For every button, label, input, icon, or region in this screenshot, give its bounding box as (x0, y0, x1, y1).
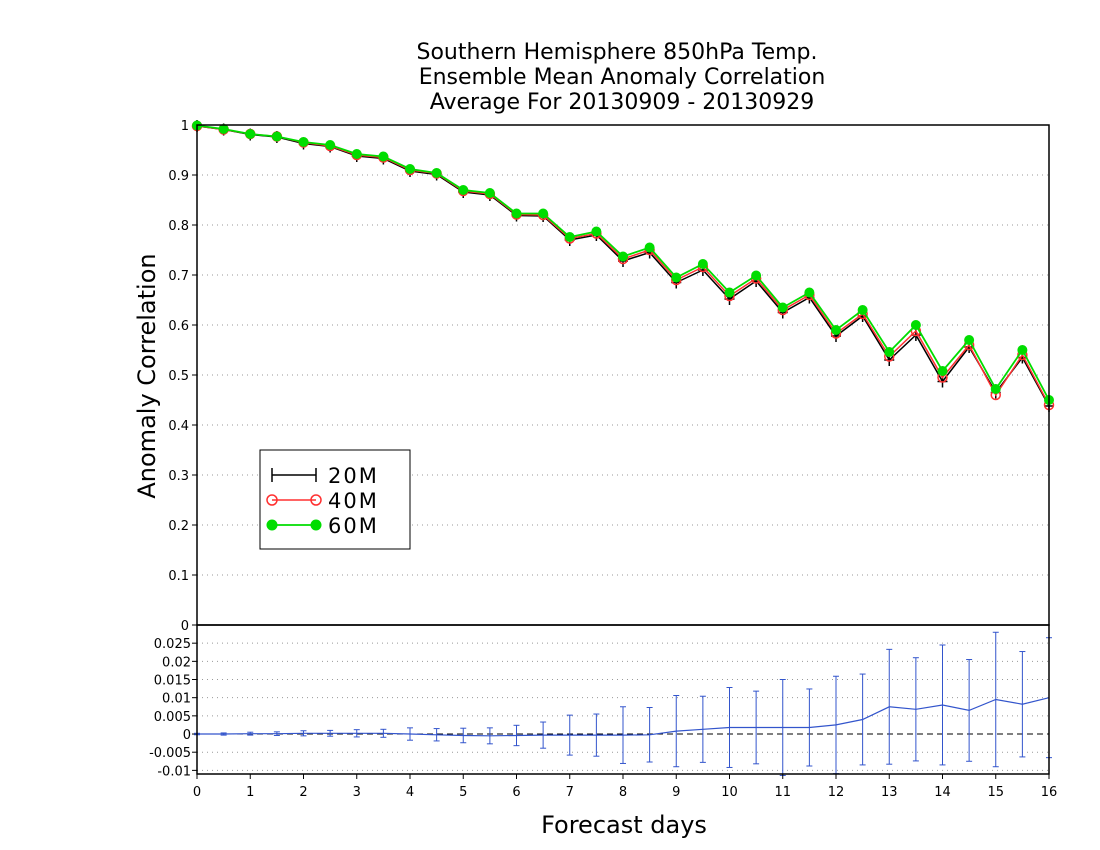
y-tick-label: 0.6 (168, 319, 189, 334)
data-point-60m (804, 287, 815, 298)
data-point-60m (697, 259, 708, 269)
data-point-60m (964, 335, 975, 345)
y-tick-label: 0.7 (168, 269, 189, 284)
x-axis-label: Forecast days (541, 811, 707, 839)
data-point-60m (298, 137, 309, 147)
legend-label-60m: 60M (328, 514, 379, 538)
data-point-60m (271, 131, 282, 142)
x-tick-label: 15 (987, 785, 1004, 800)
legend-item-60m: 60M (266, 514, 379, 538)
data-point-60m (724, 287, 735, 298)
y-tick-label: 0.9 (168, 169, 189, 184)
y-tick-label: -0.01 (157, 764, 191, 779)
data-point-60m (431, 168, 442, 178)
y-tick-label: 0.02 (162, 655, 191, 670)
x-tick-label: 12 (828, 785, 845, 800)
data-point-60m (618, 251, 628, 262)
chart-title-line-1: Southern Hemisphere 850hPa Temp. (417, 40, 818, 65)
legend-label-40m: 40M (328, 489, 379, 513)
x-tick-label: 16 (1041, 785, 1058, 800)
y-tick-label: 0.5 (168, 369, 189, 384)
data-point-60m (884, 347, 895, 357)
data-point-60m (405, 164, 415, 174)
x-tick-label: 10 (721, 785, 738, 800)
x-tick-label: 14 (934, 785, 951, 800)
y-tick-label: 1 (181, 119, 189, 134)
y-tick-label: 0.015 (154, 674, 191, 689)
difference-line (197, 697, 1050, 737)
data-point-60m (831, 325, 841, 335)
top-panel: 0 0.1 0.2 0.3 0.4 0.5 0.6 0.7 0.8 0.9 1 (168, 119, 1055, 634)
data-point-60m (671, 272, 682, 283)
data-point-60m (644, 242, 655, 253)
y-tick-label: 0.005 (154, 710, 191, 725)
chart-title: Southern Hemisphere 850hPa Temp. Ensembl… (417, 40, 826, 115)
y-axis-label: Anomaly Correlation (133, 253, 161, 498)
x-tick-label: 3 (353, 785, 361, 800)
legend-item-20m: 20M (271, 464, 379, 488)
data-point-60m (378, 151, 389, 162)
data-point-60m (325, 140, 336, 150)
bottom-panel-frame (196, 624, 1050, 775)
y-tick-label: 0.2 (168, 519, 189, 534)
y-tick-label: 0.025 (154, 637, 191, 652)
data-point-60m (751, 270, 762, 281)
x-tick-label: 13 (881, 785, 898, 800)
y-tick-label: 0.3 (168, 469, 189, 484)
y-tick-label: 0 (181, 619, 189, 634)
x-tick-label: 2 (299, 785, 307, 800)
data-point-60m (910, 320, 921, 330)
x-tick-label: 6 (512, 785, 520, 800)
data-point-60m (857, 305, 868, 315)
y-tick-label: 0.8 (168, 219, 189, 234)
chart-title-line-2: Ensemble Mean Anomaly Correlation (419, 65, 826, 90)
legend: 20M 40M 60M (259, 449, 411, 550)
x-tick-label: 9 (672, 785, 680, 800)
data-point-60m (245, 129, 256, 139)
data-point-60m (990, 384, 1001, 394)
y-tick-label: 0.4 (168, 419, 189, 434)
legend-label-20m: 20M (328, 464, 379, 488)
x-tick-label: 0 (193, 785, 201, 800)
data-point-60m (1017, 345, 1028, 355)
data-point-60m (351, 149, 362, 159)
x-tick-label: 8 (619, 785, 627, 800)
data-point-60m (564, 232, 575, 242)
data-point-60m (937, 366, 948, 376)
y-tick-label: 0.1 (168, 569, 189, 584)
data-point-60m (458, 185, 469, 195)
x-tick-label: 5 (459, 785, 467, 800)
legend-item-40m: 40M (266, 489, 379, 513)
x-tick-label: 11 (774, 785, 791, 800)
data-point-60m (777, 302, 788, 313)
data-point-60m (218, 124, 229, 134)
y-tick-label: -0.005 (149, 746, 191, 761)
data-point-60m (484, 188, 495, 198)
data-point-60m (511, 208, 522, 219)
x-tick-label: 1 (246, 785, 254, 800)
x-tick-label: 7 (566, 785, 574, 800)
x-tick-label: 4 (406, 785, 414, 800)
y-tick-label: 0 (183, 728, 191, 743)
y-tick-label: 0.01 (162, 692, 191, 707)
data-point-60m (538, 208, 549, 219)
chart-title-line-3: Average For 20130909 - 20130929 (430, 90, 815, 115)
data-point-60m (591, 226, 602, 237)
